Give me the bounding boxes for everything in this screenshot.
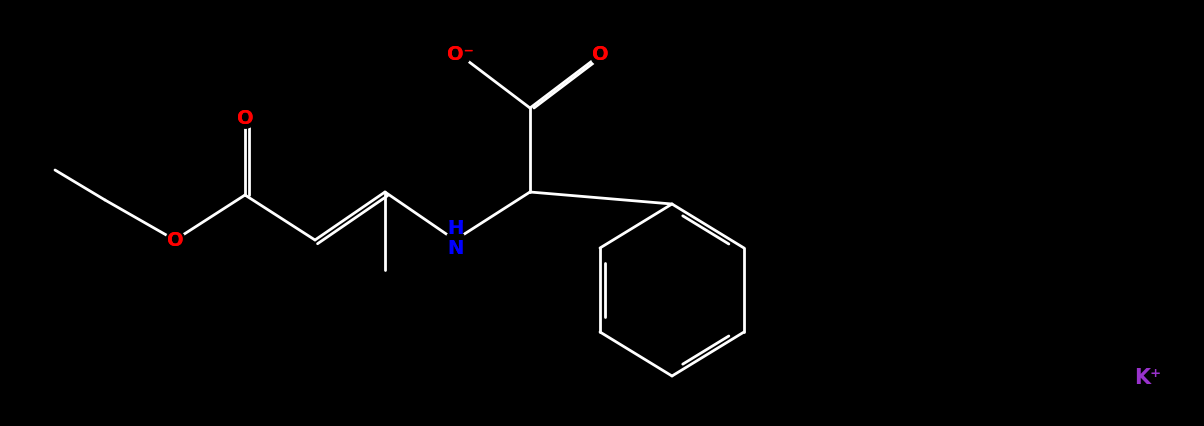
Text: O: O	[166, 230, 183, 250]
Text: K⁺: K⁺	[1134, 368, 1162, 388]
Text: O: O	[237, 109, 253, 127]
Text: O: O	[591, 46, 608, 64]
Text: N: N	[447, 239, 464, 257]
Text: O⁻: O⁻	[447, 46, 473, 64]
Text: O: O	[591, 46, 608, 64]
Text: O: O	[166, 230, 183, 250]
Text: N: N	[447, 239, 464, 257]
Text: H: H	[447, 219, 464, 238]
Text: O⁻: O⁻	[447, 46, 473, 64]
Text: H
N: H N	[447, 219, 464, 261]
Text: H: H	[447, 219, 464, 238]
Text: O: O	[237, 109, 253, 127]
